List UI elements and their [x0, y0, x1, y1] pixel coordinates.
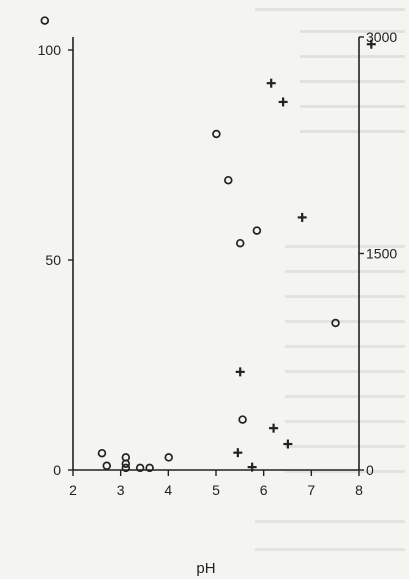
x-tick-label: 8 [355, 482, 363, 498]
y-tick-label: 100 [38, 42, 62, 58]
data-point-cross [278, 97, 288, 107]
data-point-circle [97, 448, 107, 458]
y-tick-label: 0 [53, 462, 61, 478]
y2-tick-label: 3000 [366, 29, 397, 45]
data-point-circle [145, 463, 154, 473]
left-y-axis-ticks: 0 50 100 [38, 42, 73, 478]
data-point-cross [269, 423, 279, 433]
x-tick-label: 5 [212, 482, 220, 498]
x-tick-label: 2 [69, 482, 77, 498]
x-tick-label: 6 [260, 482, 268, 498]
data-point-circle [135, 463, 145, 473]
data-point-cross [283, 439, 293, 449]
x-tick-label: 3 [117, 482, 125, 498]
data-point-circle [102, 461, 111, 471]
data-point-circle [224, 175, 233, 185]
x-axis-title: pH [196, 560, 215, 577]
y2-tick-label: 1500 [366, 246, 397, 262]
y-tick-label: 50 [45, 252, 61, 268]
data-point-cross [366, 39, 376, 49]
data-point-cross [235, 367, 245, 377]
data-points [40, 16, 376, 473]
data-point-circle [121, 459, 131, 468]
x-tick-label: 7 [307, 482, 315, 498]
data-point-circle [121, 463, 131, 473]
data-point-cross [297, 212, 307, 222]
data-point-circle [331, 318, 340, 328]
data-point-circle [252, 226, 262, 235]
x-axis-ticks: 2 3 4 5 6 7 8 [69, 470, 363, 498]
data-point-circle [238, 415, 247, 424]
background-texture [255, 8, 405, 551]
data-point-circle [164, 453, 173, 462]
data-point-cross [233, 448, 243, 458]
data-point-circle [235, 238, 245, 248]
data-point-circle [40, 16, 50, 25]
x-tick-label: 4 [164, 482, 172, 498]
right-y-axis-ticks: 0 1500 3000 [359, 29, 397, 478]
data-point-circle [212, 129, 221, 139]
data-point-cross [247, 462, 257, 472]
data-point-cross [266, 78, 276, 88]
y2-tick-label: 0 [366, 462, 374, 478]
